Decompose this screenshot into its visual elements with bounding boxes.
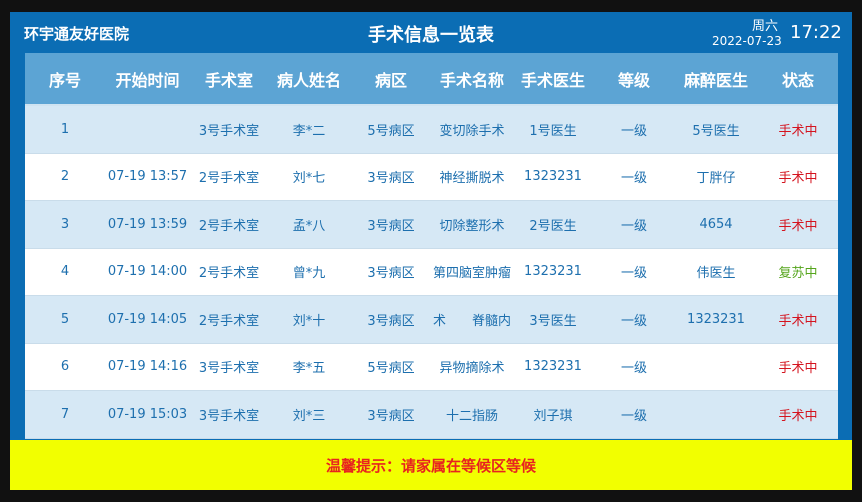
table-cell: 3号医生 (529, 313, 577, 329)
table-cell: 4 (60, 264, 70, 280)
column-header: 手术名称 (439, 70, 504, 90)
table-row: 4 07-19 14:00 2号手术室 曾*九 3号病区 第四脑室肿瘤 1323231 一级 伟… (25, 249, 838, 296)
table-cell: 刘*三 (292, 408, 326, 424)
table-row: 1 3号手术室 李*二 5号病区 变切除手术 1号医生 一级 5号医生 手术中 (25, 106, 838, 154)
table-cell: 一级 (620, 408, 647, 424)
table-cell: 5 (60, 311, 70, 327)
weekday: 周六 (752, 19, 779, 34)
table-cell: 十二指肠 (445, 408, 498, 424)
status-cell: 手术中 (778, 218, 818, 234)
table-cell: 曾*九 (292, 266, 326, 282)
table-cell: 2号手术室 (198, 171, 260, 187)
column-header: 麻醉医生 (683, 70, 748, 90)
table-cell: 07-19 14:16 (107, 359, 188, 375)
table-cell: 异物摘除术 (439, 361, 505, 377)
table-cell: 1323231 (687, 311, 745, 327)
status-cell: 手术中 (778, 313, 818, 329)
table-cell: 1 (60, 121, 70, 137)
column-header: 等级 (617, 70, 650, 90)
table-cell: 2号手术室 (198, 313, 260, 329)
table-row: 5 07-19 14:05 2号手术室 刘*十 3号病区 术 脊髓内 3号医生 一级 13232… (25, 296, 838, 344)
status-cell: 手术中 (778, 361, 818, 377)
table-cell: 4654 (699, 216, 733, 232)
status-cell: 手术中 (778, 408, 818, 424)
table-cell: 5号医生 (692, 123, 740, 139)
table-cell: 伟医生 (696, 266, 736, 282)
status-cell: 手术中 (778, 171, 818, 187)
table-cell: 3号手术室 (198, 123, 260, 139)
table-cell: 7 (60, 406, 70, 422)
table-cell: 07-19 15:03 (107, 406, 188, 422)
status-cell: 手术中 (778, 123, 818, 139)
table-cell: 丁胖仔 (696, 171, 736, 187)
table-header: 序号 开始时间 手术室 病人姓名 病区 手术名称 手术医生 等级 麻醉医生 状态 (25, 53, 838, 106)
hospital-name: 环宇通友好医院 (24, 25, 130, 43)
table-cell: 一级 (620, 361, 647, 377)
column-header: 状态 (781, 70, 814, 90)
table-row: 6 07-19 14:16 3号手术室 李*五 5号病区 异物摘除术 1323231 一级 手术… (25, 344, 838, 391)
table-cell: 07-19 13:59 (107, 216, 188, 232)
date: 2022-07-23 (712, 34, 782, 48)
table-cell: 一级 (620, 123, 647, 139)
table-cell: 3号病区 (367, 266, 415, 282)
table-cell: 2号手术室 (198, 218, 260, 234)
status-cell: 复苏中 (778, 266, 818, 282)
column-header: 手术医生 (520, 70, 585, 90)
page-title: 手术信息一览表 (368, 25, 494, 46)
table-row: 7 07-19 15:03 3号手术室 刘*三 3号病区 十二指肠 刘子琪 一级 手术中 (25, 391, 838, 439)
table-cell: 神经撕脱术 (439, 171, 505, 187)
table-cell: 2号手术室 (198, 266, 260, 282)
header-bar: 环宇通友好医院 手术信息一览表 周六 2022-07-23 17:22 (10, 12, 852, 52)
clock: 17:22 (790, 22, 842, 43)
footer-notice: 温馨提示：请家属在等候区等候 (10, 440, 852, 490)
display-screen: 环宇通友好医院 手术信息一览表 周六 2022-07-23 17:22 序号 开始… (10, 12, 852, 490)
column-header: 手术室 (204, 70, 253, 90)
table-cell: 07-19 13:57 (107, 169, 188, 185)
table-cell: 变切除手术 (439, 123, 505, 139)
table-cell: 3 (60, 216, 70, 232)
table-cell: 切除整形术 (439, 218, 505, 234)
table-cell: 孟*八 (292, 218, 326, 234)
table-cell: 3号病区 (367, 171, 415, 187)
table-cell: 刘*十 (292, 313, 326, 329)
table-cell: 5号病区 (367, 361, 415, 377)
table-cell: 第四脑室肿瘤 (432, 266, 511, 282)
column-header: 开始时间 (115, 70, 180, 90)
table-cell: 术 脊髓内 (432, 313, 511, 329)
table-cell: 李*五 (292, 361, 326, 377)
table-cell: 一级 (620, 313, 647, 329)
table-cell: 一级 (620, 218, 647, 234)
table-cell: 6 (60, 359, 70, 375)
column-header: 病区 (374, 70, 407, 90)
table-cell: 07-19 14:00 (107, 264, 188, 280)
column-header: 序号 (48, 70, 81, 90)
table-cell: 1323231 (524, 359, 582, 375)
table-cell: 3号病区 (367, 218, 415, 234)
surgery-table: 序号 开始时间 手术室 病人姓名 病区 手术名称 手术医生 等级 麻醉医生 状态 1 3号手术室 李*… (25, 53, 838, 439)
column-header: 病人姓名 (276, 70, 341, 90)
table-cell: 3号手术室 (198, 361, 260, 377)
table-cell: 07-19 14:05 (107, 311, 188, 327)
table-cell: 1号医生 (529, 123, 577, 139)
table-cell: 一级 (620, 266, 647, 282)
table-cell: 3号病区 (367, 313, 415, 329)
table-row: 2 07-19 13:57 2号手术室 刘*七 3号病区 神经撕脱术 1323231 一级 丁胖… (25, 154, 838, 201)
table-cell: 2 (60, 169, 70, 185)
notice-text: 温馨提示：请家属在等候区等候 (325, 456, 536, 475)
table-cell: 5号病区 (367, 123, 415, 139)
table-cell: 3号手术室 (198, 408, 260, 424)
table-cell: 李*二 (292, 123, 326, 139)
table-cell: 一级 (620, 171, 647, 187)
table-cell: 3号病区 (367, 408, 415, 424)
table-cell: 刘子琪 (533, 408, 573, 424)
table-cell: 1323231 (524, 264, 582, 280)
table-row: 3 07-19 13:59 2号手术室 孟*八 3号病区 切除整形术 2号医生 一级 4654 手… (25, 201, 838, 249)
table-cell: 1323231 (524, 169, 582, 185)
table-cell: 2号医生 (529, 218, 577, 234)
table-cell: 刘*七 (292, 171, 326, 187)
